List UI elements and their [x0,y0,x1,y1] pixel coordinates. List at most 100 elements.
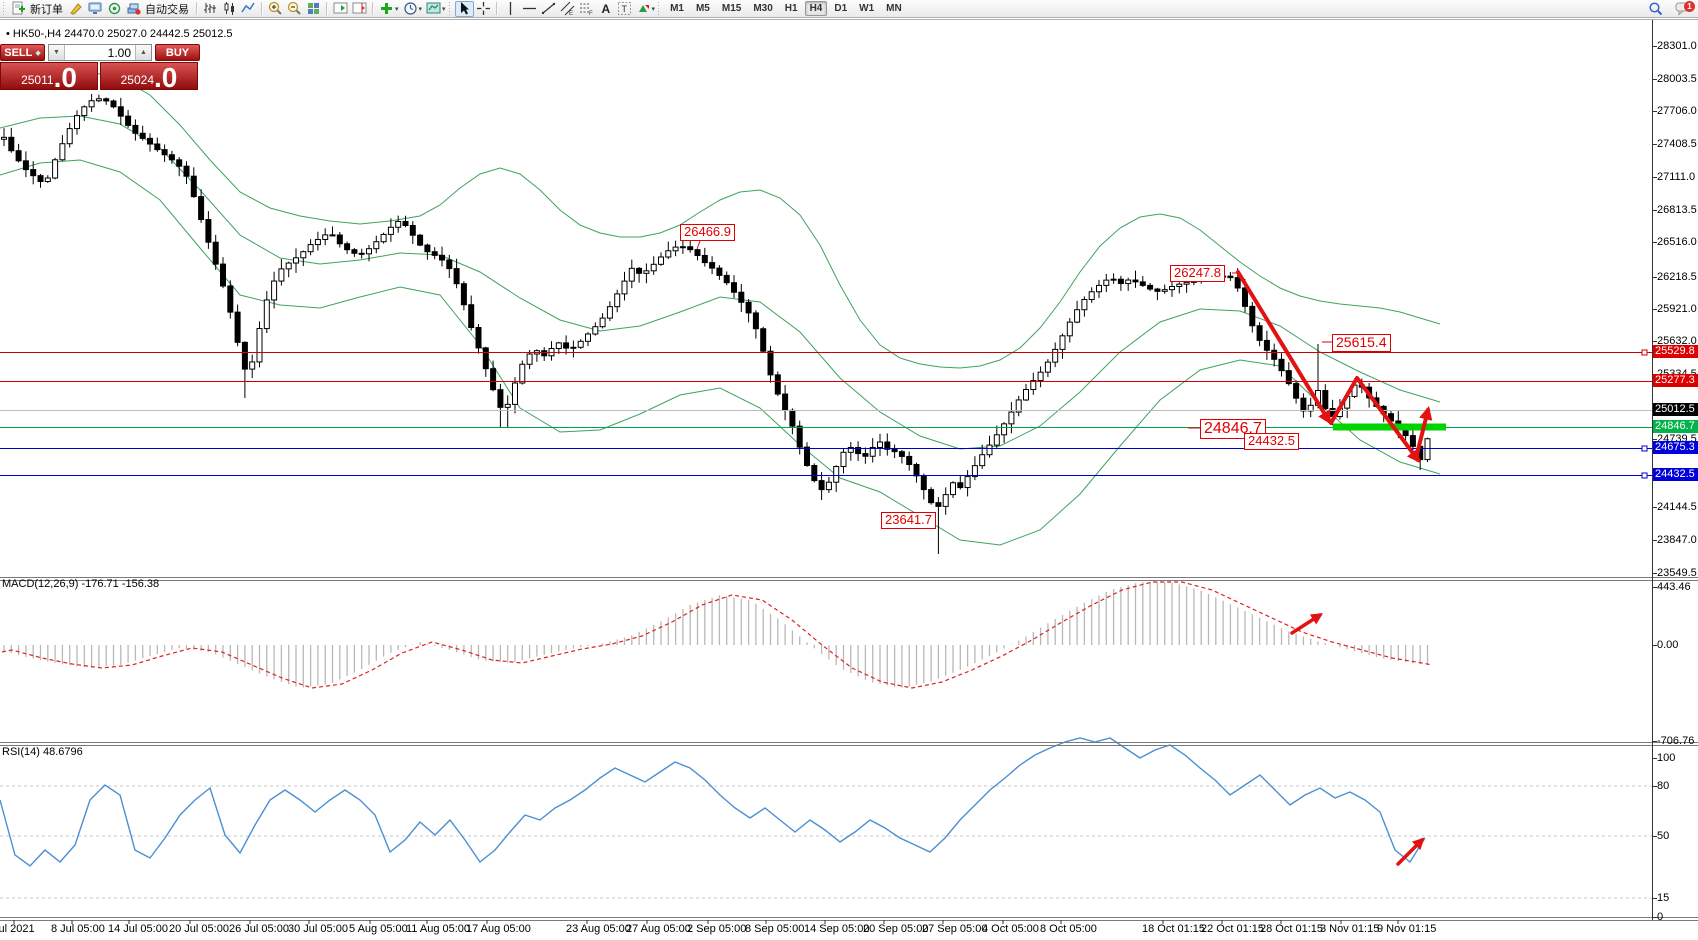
rsi-axis-label: 100 [1657,752,1676,764]
price-axis-label: 28301.0 [1657,40,1697,52]
buy-price-display[interactable]: 25024 .0 [100,62,198,92]
autotrading-label: 自动交易 [145,3,189,16]
volume-input[interactable]: 1.00 [107,46,131,60]
price-axis-label: 23549.5 [1657,567,1697,579]
chart-region[interactable]: • HK50-,H4 24470.0 25027.0 24442.5 25012… [0,19,1698,940]
line-chart-button[interactable] [239,1,258,17]
candles-icon [222,1,237,16]
equidistant-channel-tool[interactable]: E [558,1,577,17]
price-label-box[interactable]: 23641.7 [881,512,936,529]
buy-button[interactable]: BUY [155,44,200,61]
time-axis-label: 3 Nov 01:15 [1320,923,1380,935]
time-axis-label: 2 Sep 05:00 [687,923,747,935]
text-a-icon: A [598,1,613,16]
text-label-tool[interactable]: T [615,1,634,17]
time-axis-label: 20 Sep 05:00 [863,923,929,935]
arrows-tool[interactable]: ▾ [634,1,658,17]
timeframe-m5[interactable]: M5 [695,3,710,14]
trendline-tool[interactable] [539,1,558,17]
price-badge: 25529.8 [1653,345,1698,358]
time-axis-label: 22 Oct 01:15 [1201,923,1264,935]
bar-chart-button[interactable] [201,1,220,17]
autotrading-button[interactable] [124,1,143,17]
price-axis-label: 27408.5 [1657,138,1697,150]
fibonacci-tool[interactable]: F [577,1,596,17]
clock-icon [403,1,418,16]
doc-plus-icon [11,1,26,16]
time-axis-label: 9 Nov 01:15 [1377,923,1437,935]
zoom-in-button[interactable] [266,1,285,17]
tile-windows-button[interactable] [304,1,323,17]
vline-icon [503,1,518,16]
symbol-marker-icon: • [6,28,10,40]
cursor-tool[interactable] [454,0,474,17]
timeframe-mn[interactable]: MN [886,3,902,14]
notifications-button[interactable]: 1 [1673,0,1695,17]
toolbar-grip [448,2,452,15]
buy-button-label: BUY [165,46,190,59]
zoom-out-button[interactable] [285,1,304,17]
text-tool[interactable]: A [596,1,615,17]
chevron-down-icon: ▾ [418,5,423,13]
search-button[interactable] [1646,1,1665,17]
price-axis-label: 28003.5 [1657,73,1697,85]
one-click-trading-panel: SELL ◆ ▼ 1.00 ▲ BUY 25011 .0 25024 [0,44,200,92]
crosshair-tool[interactable] [474,1,493,17]
text-t-icon: T [617,1,632,16]
macd-axis-label: 0.00 [1657,639,1679,651]
price-label-box[interactable]: 25615.4 [1332,334,1391,352]
chevron-down-icon: ▾ [442,5,446,13]
price-badge: 24675.3 [1653,441,1698,454]
volume-decrease-button[interactable]: ▼ [49,45,65,60]
price-badge: 24846.7 [1653,420,1698,433]
timeframe-h1[interactable]: H1 [784,3,798,14]
vertical-line-tool[interactable] [501,1,520,17]
styles-icon[interactable] [67,1,86,17]
time-axis-label: 30 Jul 05:00 [288,923,348,935]
terminal-icon[interactable] [86,1,105,17]
timeframe-m1[interactable]: M1 [670,3,684,14]
horizontal-line-tool[interactable] [520,1,539,17]
time-axis-label: 11 Aug 05:00 [406,923,471,935]
sell-dropdown-icon: ◆ [35,49,41,57]
timeframe-m15[interactable]: M15 [721,3,742,14]
timeframe-d1[interactable]: D1 [834,3,848,14]
auto-scroll-button[interactable] [331,1,350,17]
crosshair-icon [476,1,491,16]
price-badge: 24432.5 [1653,468,1698,481]
price-axis-label: 27111.0 [1657,171,1696,183]
sell-button[interactable]: SELL ◆ [0,44,45,61]
sell-price-display[interactable]: 25011 .0 [0,62,98,92]
signal-icon[interactable] [105,1,124,17]
arrows-icon [636,1,651,16]
timeframe-w1[interactable]: W1 [859,3,875,14]
templates-dropdown[interactable]: ▾ [424,1,448,17]
chevron-down-icon: ▾ [651,5,656,13]
layers-icon [126,1,141,16]
chart-shift-button[interactable] [350,1,369,17]
candlestick-chart-button[interactable] [220,1,239,17]
chartshift-icon [352,1,367,16]
periods-dropdown[interactable]: ▾ [401,1,425,17]
time-axis-label: 18 Oct 01:15 [1142,923,1205,935]
time-axis-label: 4 Oct 05:00 [982,923,1039,935]
price-axis-label: 27706.0 [1657,105,1697,117]
indicators-dropdown[interactable]: ▾ [377,1,401,17]
toolbar: 新订单 自动交易 ▾ ▾ ▾ E F A T ▾ M1 M5 M15 M30 H1 H4 D1 W1 MN 1 [0,0,1698,18]
price-label-box[interactable]: 26247.8 [1170,265,1225,282]
rsi-axis-label: 80 [1657,780,1670,792]
template-icon [426,1,441,16]
new-order-button[interactable] [9,1,28,17]
sell-button-label: SELL [4,46,33,59]
trendline-icon [541,1,556,16]
toolbar-grip [658,2,662,15]
volume-increase-button[interactable]: ▲ [135,45,151,60]
svg-text:T: T [621,4,627,14]
time-axis-label: 8 Sep 05:00 [745,923,805,935]
time-axis-label: 5 Aug 05:00 [349,923,408,935]
timeframe-m30[interactable]: M30 [753,3,773,14]
price-label-box[interactable]: 24432.5 [1244,433,1299,450]
price-label-box[interactable]: 26466.9 [680,224,735,241]
timeframe-h4[interactable]: H4 [804,1,828,16]
